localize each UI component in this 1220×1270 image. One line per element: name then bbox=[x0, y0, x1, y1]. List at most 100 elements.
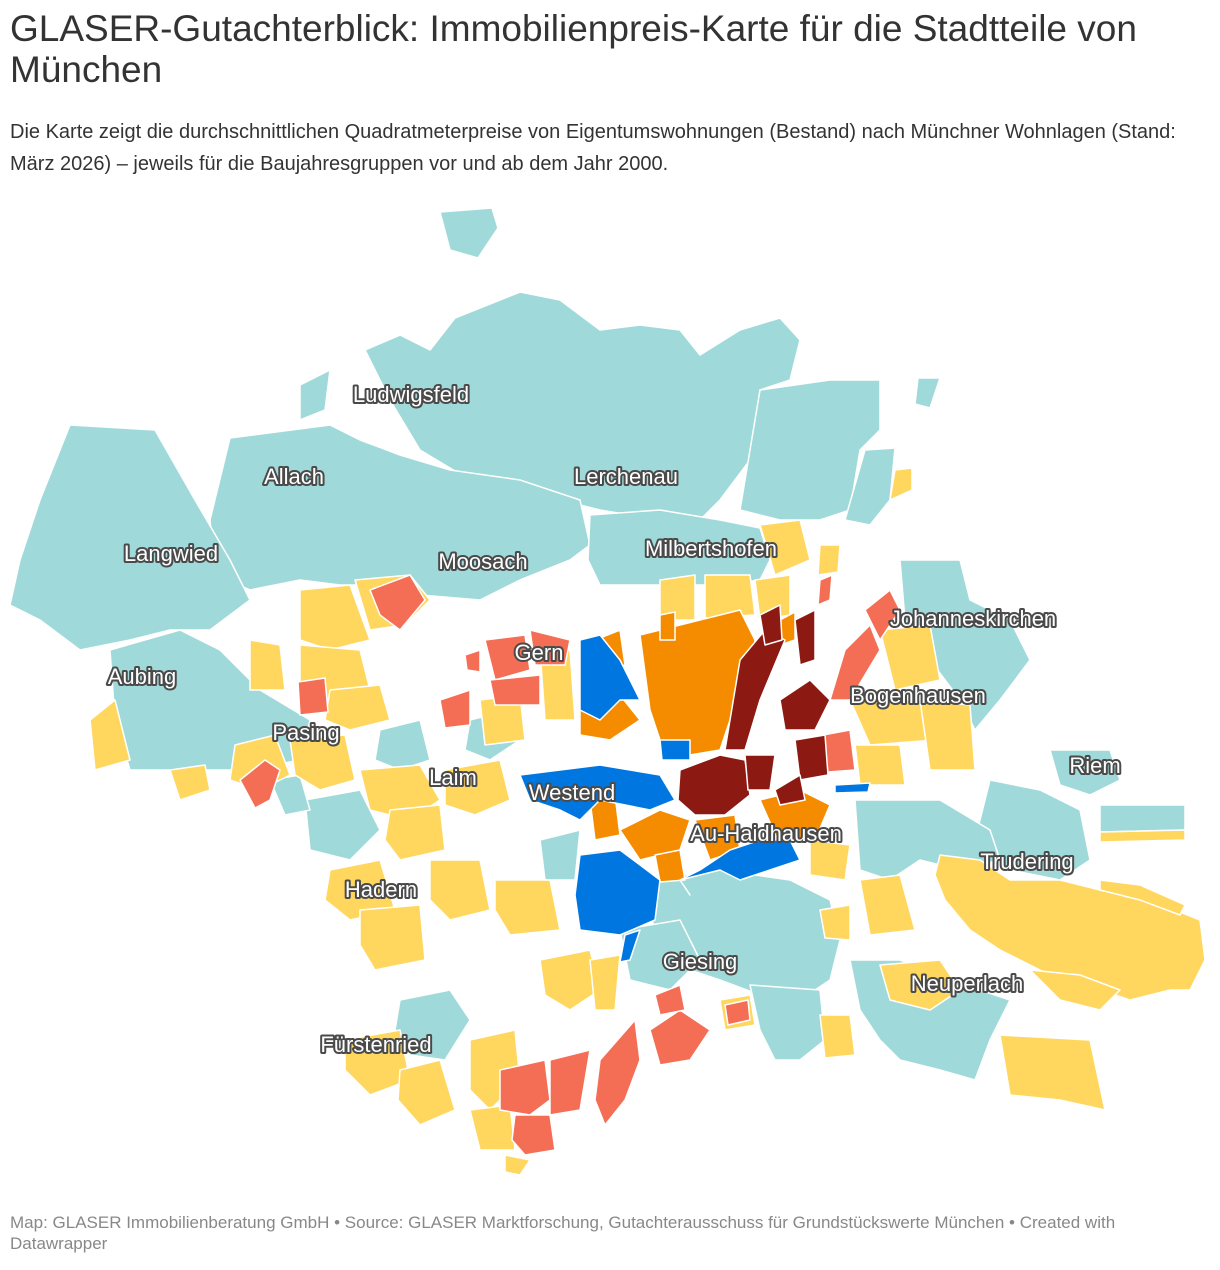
area-b-east bbox=[679, 839, 801, 896]
region-fuerstenried-teal bbox=[394, 989, 471, 1061]
region-south-teal bbox=[749, 984, 826, 1061]
area-s-gern-3 bbox=[489, 674, 541, 706]
area-y-milb-1 bbox=[659, 574, 696, 621]
label-aubing: Aubing bbox=[108, 664, 177, 689]
area-y-east-2 bbox=[809, 839, 851, 881]
label-pasing: Pasing bbox=[272, 720, 339, 745]
label-laim: Laim bbox=[429, 765, 477, 790]
area-s-johann-1 bbox=[864, 589, 901, 641]
area-s-gern-1 bbox=[484, 634, 531, 681]
area-s-pasing bbox=[297, 677, 329, 716]
area-y-neuperlach-2 bbox=[879, 959, 961, 1011]
area-s-south-3 bbox=[511, 1114, 556, 1156]
area-y-fuerstenried-2 bbox=[397, 1059, 456, 1126]
area-y-neuperlach-3 bbox=[999, 1034, 1106, 1111]
region-mid-teal-3 bbox=[619, 919, 701, 991]
area-d-bogen-1 bbox=[779, 679, 831, 731]
area-o-center-4 bbox=[659, 611, 676, 641]
label-au-haidhausen: Au-Haidhausen bbox=[690, 821, 842, 846]
area-y-milb-2 bbox=[704, 574, 756, 619]
area-b-south bbox=[574, 849, 661, 936]
area-s-south-7 bbox=[724, 999, 751, 1026]
label-lerchenau: Lerchenau bbox=[574, 464, 678, 489]
area-d-north-2 bbox=[759, 604, 783, 646]
footer-credits: Map: GLASER Immobilienberatung GmbH • So… bbox=[10, 1212, 1210, 1254]
area-y-aubing-2 bbox=[89, 699, 131, 771]
area-y-pasing-1 bbox=[324, 684, 391, 731]
area-y-milb-3 bbox=[759, 519, 811, 576]
area-y-laim-2 bbox=[444, 759, 511, 816]
region-sw-teal bbox=[269, 774, 311, 816]
area-y-bogenhausen-3 bbox=[919, 699, 976, 771]
chart-subtitle: Die Karte zeigt die durchschnittlichen Q… bbox=[10, 121, 1176, 175]
area-b-north-west bbox=[579, 634, 641, 721]
region-langwied bbox=[9, 424, 251, 651]
area-y-moosach-1 bbox=[299, 584, 371, 651]
label-neuperlach: Neuperlach bbox=[911, 971, 1024, 996]
area-s-south-6 bbox=[654, 984, 686, 1016]
area-b-westend-2 bbox=[659, 739, 691, 761]
area-o-center-5 bbox=[654, 849, 686, 883]
region-mid-teal-1 bbox=[374, 719, 431, 771]
label-bogenhausen: Bogenhausen bbox=[850, 683, 986, 708]
area-s-johann-2 bbox=[829, 624, 881, 701]
label-fuerstenried: Fürstenried bbox=[320, 1032, 431, 1057]
area-y-east-3 bbox=[819, 904, 851, 941]
region-riem-3 bbox=[1099, 804, 1186, 833]
area-y-trudering-2 bbox=[1099, 879, 1186, 916]
region-allach-north bbox=[299, 369, 331, 421]
area-y-south-1 bbox=[504, 1154, 531, 1176]
area-y-hadern-2 bbox=[359, 904, 426, 971]
area-y-laim-3 bbox=[384, 804, 446, 861]
area-s-north-1 bbox=[817, 574, 833, 606]
label-gern: Gern bbox=[515, 640, 564, 665]
area-d-center bbox=[677, 754, 751, 816]
area-y-south-2 bbox=[819, 1014, 856, 1059]
region-ne-dot bbox=[914, 377, 941, 409]
region-northeast bbox=[739, 379, 881, 521]
area-y-pasing-3 bbox=[289, 734, 356, 791]
munich-price-map: Ludwigsfeld Allach Lerchenau Langwied Mo… bbox=[9, 207, 1206, 1176]
area-y-aubing-3 bbox=[169, 764, 211, 801]
area-y-hadern-4 bbox=[494, 879, 561, 936]
area-s-moosach bbox=[369, 574, 426, 631]
region-hadern-teal bbox=[304, 789, 381, 861]
area-y-sw-2 bbox=[589, 954, 621, 1011]
footer-created: Created with Datawrapper bbox=[10, 1213, 1116, 1253]
label-allach: Allach bbox=[264, 464, 324, 489]
area-y-ne-small bbox=[889, 467, 913, 501]
label-westend: Westend bbox=[529, 780, 615, 805]
label-langwied: Langwied bbox=[124, 541, 218, 566]
chart-title: GLASER-Gutachterblick: Immobilienpreis-K… bbox=[10, 8, 1137, 90]
label-hadern: Hadern bbox=[345, 877, 417, 902]
area-s-gern-4 bbox=[439, 689, 471, 729]
area-d-bogen-2 bbox=[794, 734, 829, 781]
label-trudering: Trudering bbox=[980, 849, 1073, 874]
area-d-center-2 bbox=[744, 754, 776, 791]
area-y-neuperlach-4 bbox=[1029, 969, 1121, 1011]
region-ne-strip bbox=[844, 447, 896, 526]
label-riem: Riem bbox=[1069, 753, 1120, 778]
footer-separator: • bbox=[1009, 1213, 1015, 1232]
area-s-gern-5 bbox=[464, 649, 481, 673]
region-north-top bbox=[439, 207, 499, 259]
label-giesing: Giesing bbox=[663, 949, 738, 974]
area-y-fuerstenried-4 bbox=[469, 1104, 516, 1151]
district-shapes bbox=[9, 207, 1206, 1176]
district-labels: Ludwigsfeld Allach Lerchenau Langwied Mo… bbox=[106, 380, 1123, 1059]
area-s-south-1 bbox=[499, 1059, 551, 1116]
area-y-fuerstenried-1 bbox=[344, 1029, 411, 1096]
area-y-bogenhausen-4 bbox=[854, 744, 906, 786]
area-y-hadern-3 bbox=[429, 859, 491, 921]
area-y-sw-1 bbox=[539, 949, 601, 1011]
area-y-aubing bbox=[249, 639, 286, 691]
area-y-ne-2 bbox=[817, 544, 841, 576]
region-riem-2 bbox=[1049, 749, 1121, 796]
region-mid-teal-4 bbox=[539, 829, 581, 881]
area-y-riem-strip bbox=[1099, 829, 1186, 843]
label-ludwigsfeld: Ludwigsfeld bbox=[353, 382, 469, 407]
area-d-east-strip bbox=[774, 774, 806, 806]
area-b-south-2 bbox=[619, 929, 641, 963]
label-johanneskirchen: Johanneskirchen bbox=[890, 606, 1056, 631]
area-s-aubing bbox=[239, 759, 281, 809]
